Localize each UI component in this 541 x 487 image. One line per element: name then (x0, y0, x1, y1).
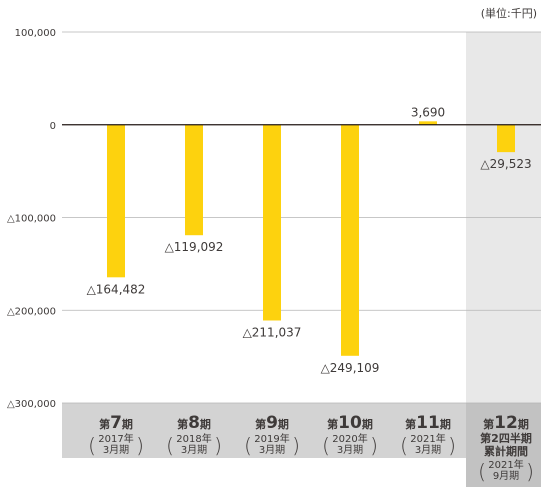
category-period-part: 第 (99, 417, 110, 431)
category-period-part: 期 (122, 417, 133, 431)
paren-close: ) (292, 434, 300, 458)
paren-close: ) (526, 460, 534, 484)
category-period: 第8期 (177, 413, 211, 433)
data-label: △29,523 (480, 157, 531, 171)
category-date: 2017年 (98, 432, 133, 445)
bar (419, 121, 437, 125)
category-period-part: 第 (177, 417, 188, 431)
category-period: 第7期 (99, 413, 133, 433)
paren-open: ( (166, 434, 174, 458)
category-period-part: 第 (255, 417, 266, 431)
bar (341, 124, 359, 356)
category-date: 3月期 (337, 444, 363, 456)
paren-open: ( (478, 460, 486, 484)
category-period-part: 第 (405, 417, 416, 431)
category-period-part: 第 (483, 417, 494, 431)
paren-close: ) (214, 434, 222, 458)
category-period-part: 9 (266, 413, 278, 433)
category-period-part: 7 (110, 413, 122, 433)
category-subline: 累計期間 (484, 444, 528, 458)
category-date: 3月期 (103, 444, 129, 456)
y-tick-label: 0 (50, 121, 56, 132)
highlight-category-band (466, 403, 541, 487)
y-tick-label: △300,000 (7, 399, 56, 410)
y-tick-label: △100,000 (7, 214, 56, 225)
category-date: 3月期 (259, 444, 285, 456)
category-period-part: 11 (416, 413, 440, 433)
category-period-part: 期 (362, 417, 373, 431)
data-label: △164,482 (87, 282, 146, 296)
category-date: 2018年 (176, 432, 211, 445)
paren-close: ) (136, 434, 144, 458)
category-date: 3月期 (181, 444, 207, 456)
category-date: 2019年 (254, 432, 289, 445)
bar (263, 124, 281, 321)
paren-open: ( (322, 434, 330, 458)
category-period: 第10期 (327, 413, 373, 433)
data-label: △119,092 (165, 240, 224, 254)
y-tick-label: 100,000 (15, 28, 56, 39)
bar (185, 124, 203, 236)
category-period-part: 12 (494, 413, 518, 433)
category-band (62, 403, 541, 458)
category-period-part: 期 (278, 417, 289, 431)
category-date: 3月期 (415, 444, 441, 456)
category-period-part: 第 (327, 417, 338, 431)
paren-open: ( (88, 434, 96, 458)
data-label: △211,037 (243, 325, 302, 339)
category-period: 第11期 (405, 413, 451, 433)
category-period-part: 10 (338, 413, 362, 433)
category-date: 9月期 (493, 470, 519, 482)
category-period-part: 期 (440, 417, 451, 431)
category-subline: 第2四半期 (480, 431, 532, 445)
category-date: 2021年 (488, 458, 523, 471)
category-period: 第9期 (255, 413, 289, 433)
category-period-part: 期 (518, 417, 529, 431)
category-period: 第12期 (483, 413, 529, 433)
category-date: 2020年 (332, 432, 367, 445)
paren-close: ) (448, 434, 456, 458)
y-tick-label: △200,000 (7, 306, 56, 317)
data-label: △249,109 (321, 361, 380, 375)
data-label: 3,690 (411, 105, 445, 119)
bar (107, 124, 125, 278)
category-date: 2021年 (410, 432, 445, 445)
category-period-part: 8 (188, 413, 200, 433)
paren-open: ( (400, 434, 408, 458)
bar (497, 124, 515, 153)
paren-close: ) (370, 434, 378, 458)
paren-open: ( (244, 434, 252, 458)
unit-label: (単位:千円) (481, 6, 537, 20)
category-period-part: 期 (200, 417, 211, 431)
